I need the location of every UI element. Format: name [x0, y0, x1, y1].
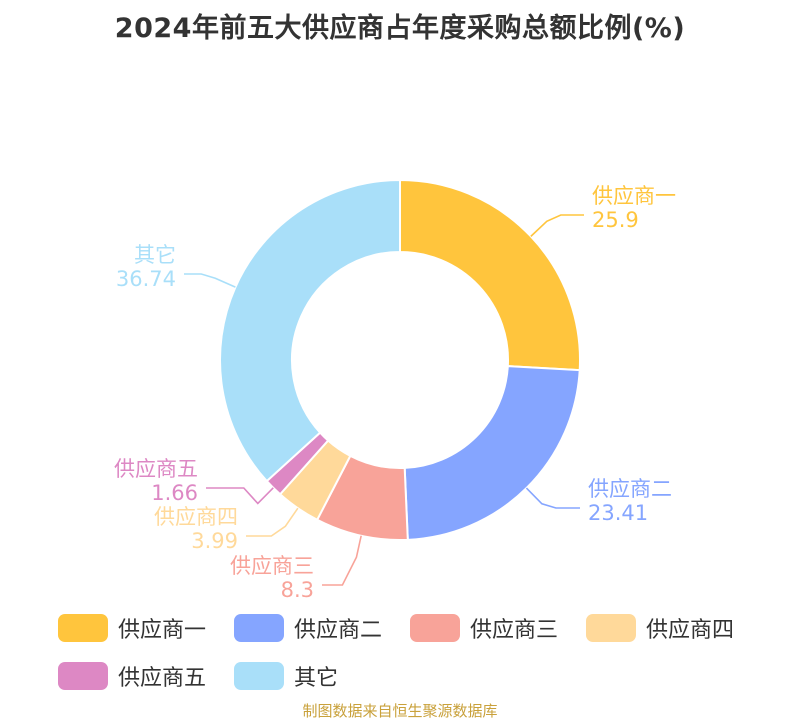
slice-5-leader-line [206, 487, 274, 505]
slice-5-value-label: 1.66 [151, 481, 198, 505]
slice-3-leader-line [322, 535, 362, 586]
legend-label: 供应商三 [470, 618, 559, 643]
legend-item-4[interactable]: 供应商四 [586, 612, 734, 644]
slice-3-value-label: 8.3 [281, 578, 314, 602]
legend-swatch [410, 614, 460, 642]
slice-2-arc[interactable] [403, 365, 581, 541]
legend-swatch [586, 614, 636, 642]
legend-swatch [234, 614, 284, 642]
slice-2-leader-line [525, 487, 580, 509]
legend-swatch [58, 614, 108, 642]
legend-label: 供应商二 [294, 618, 383, 643]
slice-1-leader-line [530, 214, 584, 237]
slice-6-name-label: 其它 [134, 243, 176, 267]
legend-item-6[interactable]: 其它 [234, 660, 338, 692]
slice-4-name-label: 供应商四 [154, 505, 238, 529]
legend-item-3[interactable]: 供应商三 [410, 612, 558, 644]
legend-label: 其它 [294, 666, 339, 691]
slice-6-value-label: 36.74 [116, 267, 176, 291]
legend-label: 供应商四 [646, 618, 735, 643]
legend-swatch [234, 662, 284, 690]
chart-title: 2024年前五大供应商占年度采购总额比例(%) [114, 13, 686, 44]
legend-item-5[interactable]: 供应商五 [58, 660, 206, 692]
slice-6-leader-line [184, 273, 236, 288]
slice-4-value-label: 3.99 [191, 529, 238, 553]
slice-2-value-label: 23.41 [588, 501, 648, 525]
legend-label: 供应商一 [118, 618, 207, 643]
slice-1-arc[interactable] [399, 178, 581, 372]
source-note: 制图数据来自恒生聚源数据库 [302, 702, 498, 720]
legend-label: 供应商五 [118, 666, 207, 691]
slice-2-name-label: 供应商二 [588, 477, 672, 501]
slice-6-arc[interactable] [219, 178, 401, 483]
slice-4-leader-line [246, 507, 299, 537]
legend-item-1[interactable]: 供应商一 [58, 612, 206, 644]
slice-1-name-label: 供应商一 [592, 184, 676, 208]
slice-1-value-label: 25.9 [592, 208, 639, 232]
slice-5-name-label: 供应商五 [114, 457, 198, 481]
legend-swatch [58, 662, 108, 690]
legend-item-2[interactable]: 供应商二 [234, 612, 382, 644]
slice-3-name-label: 供应商三 [230, 554, 314, 578]
